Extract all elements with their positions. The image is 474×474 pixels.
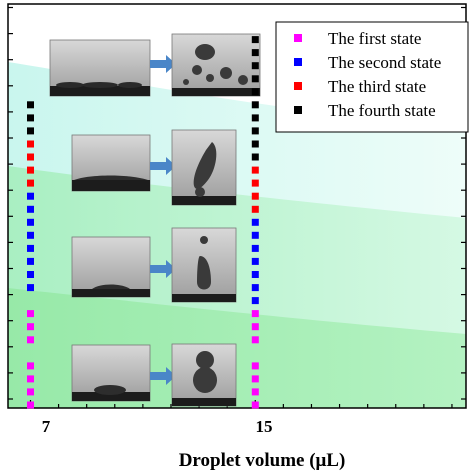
data-point-series-2 [251,257,259,265]
data-point-series-2 [27,218,34,226]
data-point-series-3 [27,140,34,148]
data-point-series-2 [251,231,259,239]
data-point-series-1 [27,310,34,318]
data-point-series-2 [251,271,259,278]
photo-spreading-film-row-4 [71,344,151,402]
data-point-series-4 [251,153,259,161]
data-point-series-1 [251,401,259,409]
data-point-series-2 [27,257,34,265]
data-point-series-2 [27,205,34,213]
legend-marker-third [294,82,302,90]
data-point-series-2 [251,297,259,305]
data-point-series-1 [27,375,34,383]
inset-row-3 [71,227,237,303]
data-point-series-1 [251,323,259,331]
inset-photos [49,33,261,407]
data-points [27,36,259,409]
data-point-series-4 [251,101,259,109]
data-point-series-1 [251,310,259,318]
data-point-series-1 [27,323,34,331]
data-point-series-4 [27,101,34,109]
data-point-series-1 [27,388,34,396]
data-point-series-4 [251,114,259,122]
data-point-series-4 [27,114,34,122]
data-point-series-1 [27,401,34,409]
legend-label-second: The second state [328,53,441,72]
x-tick-label-7: 7 [42,417,51,436]
data-point-series-4 [251,36,259,44]
data-point-series-3 [27,153,34,161]
data-point-series-4 [251,88,259,96]
x-axis-title: Droplet volume (μL) [179,450,346,471]
legend-marker-first [294,34,302,42]
arrow-icon [150,367,176,385]
data-point-series-3 [251,205,259,213]
data-point-series-3 [27,179,34,187]
legend-label-fourth: The fourth state [328,101,436,120]
legend-marker-fourth [294,106,302,114]
data-point-series-4 [27,127,34,135]
data-point-series-1 [27,336,34,344]
inset-row-4 [71,343,237,407]
photo-splashing-droplets-row-1 [171,33,261,97]
data-point-series-3 [251,192,259,200]
legend-box [275,21,469,133]
data-point-series-1 [251,362,259,370]
data-point-series-4 [251,75,259,83]
legend-label-first: The first state [328,29,421,48]
y-axis-ticks [8,6,466,400]
inset-row-2 [71,129,237,206]
data-point-series-2 [251,284,259,292]
data-point-series-1 [251,336,259,344]
data-point-series-2 [27,231,34,239]
x-tick-label-15: 15 [256,417,273,436]
data-point-series-2 [251,244,259,252]
data-point-series-3 [27,166,34,174]
data-point-series-1 [251,375,259,383]
inset-row-1 [49,33,261,97]
data-point-series-3 [251,179,259,187]
data-point-series-4 [251,140,259,148]
arrow-icon [150,157,176,175]
legend-label-third: The third state [328,77,426,96]
data-point-series-1 [27,362,34,370]
legend-marker-second [294,58,302,66]
arrow-icon [150,260,176,278]
data-point-series-4 [251,62,259,70]
data-point-series-3 [251,166,259,174]
data-point-series-1 [251,388,259,396]
plot-frame [7,3,467,409]
arrow-icon [150,55,176,73]
data-point-series-2 [27,284,34,292]
data-point-series-2 [27,192,34,200]
legend: The first state The second state The thi… [275,21,469,133]
data-point-series-2 [27,271,34,278]
data-point-series-4 [251,127,259,135]
data-point-series-2 [27,244,34,252]
data-point-series-4 [251,49,259,57]
data-point-series-2 [251,218,259,226]
